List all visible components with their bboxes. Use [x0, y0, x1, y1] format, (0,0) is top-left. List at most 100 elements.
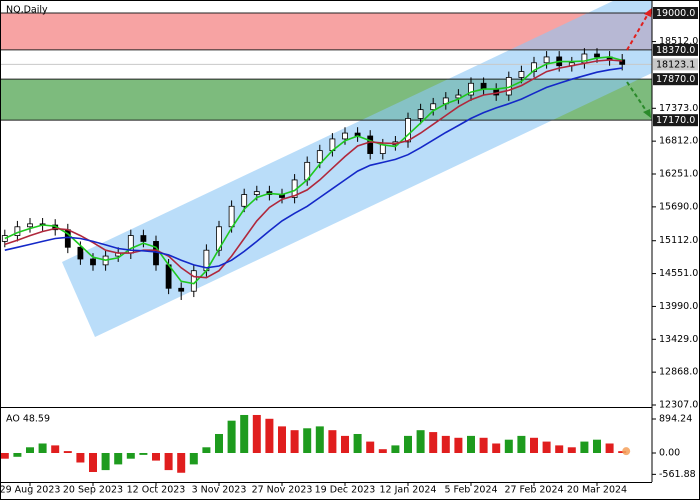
ao-bar [605, 443, 614, 453]
candle-body [77, 246, 84, 260]
ao-bar [542, 441, 551, 453]
y-tick-label: 13990.0 [659, 301, 698, 312]
ao-bar [252, 414, 261, 453]
level-box [653, 7, 698, 20]
ao-bar [479, 437, 488, 453]
ao-bar [76, 452, 85, 463]
last-price-label: 18123.1 [656, 59, 695, 70]
ao-bar [429, 432, 438, 453]
ao-bar [378, 449, 387, 453]
ao-bar [391, 445, 400, 453]
ao-bar [492, 443, 501, 453]
level-label: 17870.0 [656, 74, 695, 85]
y-tick-label: 16251.0 [659, 169, 698, 180]
ao-bar [303, 428, 312, 453]
ao-bar [51, 445, 60, 453]
x-tick-label: 12 Jan 2024 [380, 485, 437, 496]
x-tick-label: 3 Nov 2023 [192, 485, 247, 496]
x-tick-label: 19 Dec 2023 [315, 485, 376, 496]
ao-y-tick-label: -561.88 [659, 469, 696, 480]
y-tick-label: 12868.0 [659, 367, 698, 378]
y-tick-label: 13429.0 [659, 334, 698, 345]
ao-bar [366, 441, 375, 453]
ao-bar [467, 435, 475, 453]
ao-bar [593, 439, 601, 453]
y-tick-label: 15690.0 [659, 201, 698, 212]
candle-body [178, 287, 185, 292]
candle-body [430, 103, 437, 111]
ao-bar [567, 447, 576, 453]
ao-bar [89, 452, 97, 473]
ao-bar [177, 452, 186, 473]
candle-body [379, 144, 386, 154]
ao-bar [189, 452, 198, 465]
ao-bar [278, 426, 286, 453]
ao-bar [164, 452, 173, 471]
ao-bar [114, 452, 123, 465]
candle-body [316, 150, 323, 163]
down-arrow [626, 81, 648, 113]
ao-bar [404, 435, 412, 453]
ao-title: AO 48.59 [6, 414, 50, 425]
ao-y-tick-label: 0.00 [659, 447, 680, 458]
level-box [653, 43, 698, 56]
ao-bar [341, 435, 349, 453]
ao-bar [202, 447, 211, 453]
candle-body [480, 82, 487, 90]
ao-bar [265, 418, 274, 453]
ao-bar [504, 439, 513, 453]
moving-average [4, 56, 623, 285]
ao-bar [0, 452, 9, 459]
moving-average [4, 59, 623, 279]
ao-bar [618, 451, 627, 453]
ao-bar [227, 420, 236, 453]
ao-last-marker [622, 447, 631, 456]
ao-bar [580, 441, 589, 453]
level-label: 19000.0 [656, 8, 695, 19]
candle-body [241, 194, 248, 207]
level-label: 18370.0 [656, 45, 695, 56]
candle-body [367, 135, 374, 154]
ao-bar [353, 433, 362, 453]
ao-bar [290, 430, 299, 453]
y-tick-label: 16812.0 [659, 136, 698, 147]
ao-bar [139, 452, 148, 455]
price-panel [0, 12, 652, 300]
forecast-arrows [626, 8, 652, 118]
ao-bar [517, 435, 526, 453]
level-box [653, 114, 698, 127]
ao-panel [0, 414, 631, 473]
ao-bar [240, 414, 249, 453]
level-box [653, 73, 698, 86]
ao-bar [555, 445, 564, 453]
up-arrow-head [644, 8, 652, 17]
ao-bar [26, 447, 34, 453]
x-tick-label: 27 Feb 2024 [504, 485, 563, 496]
ao-bar [441, 435, 450, 453]
candle-body [594, 53, 600, 58]
ao-y-tick-label: 894.24 [659, 414, 692, 425]
x-tick-label: 12 Oct 2023 [127, 485, 186, 496]
x-tick-label: 20 Sep 2023 [63, 485, 123, 496]
x-tick-label: 27 Nov 2023 [252, 485, 313, 496]
ao-bar [416, 430, 425, 453]
ao-bar [454, 437, 463, 453]
ao-bar [530, 437, 538, 453]
y-tick-label: 18512.0 [659, 36, 698, 47]
candle-body [417, 109, 424, 119]
candle-body [543, 56, 550, 64]
y-tick-label: 17373.0 [659, 103, 698, 114]
ao-bar [13, 452, 22, 457]
last-price-box [653, 58, 698, 71]
chart-title: NQ,Daily [6, 5, 48, 16]
ao-bar [152, 452, 160, 461]
ao-bar [315, 426, 324, 453]
x-tick-label: 29 Aug 2023 [0, 485, 60, 496]
y-tick-label: 14551.0 [659, 268, 698, 279]
candle-body [228, 205, 235, 228]
candle-body [90, 258, 96, 266]
candle-body [342, 132, 348, 140]
down-arrow-head [643, 109, 651, 118]
x-tick-label: 20 Mar 2024 [567, 485, 627, 496]
